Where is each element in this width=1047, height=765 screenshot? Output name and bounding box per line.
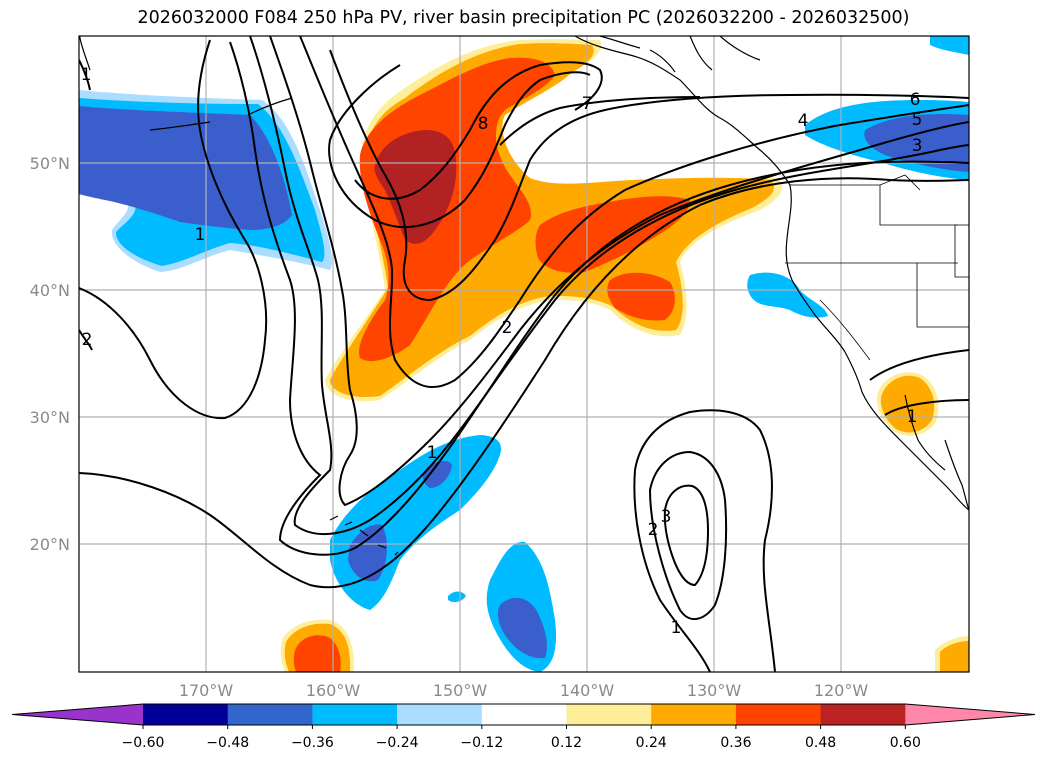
colorbar-tick-label: 0.24 (636, 735, 667, 751)
map-title: 2026032000 F084 250 hPa PV, river basin … (137, 8, 910, 28)
fill-mid-blue (497, 597, 547, 659)
lat-label: 20°N (30, 535, 70, 554)
contour-label: 1 (427, 443, 438, 463)
fill-red-orange (607, 272, 675, 321)
fill-cyan (448, 591, 466, 603)
map-frame (78, 35, 970, 673)
latitude-labels: 50°N 40°N 30°N 20°N (30, 154, 70, 554)
lon-label: 160°W (306, 681, 361, 700)
fill-dark-red (374, 130, 457, 244)
colorbar-tick-label: −0.60 (122, 735, 165, 751)
lon-label: 120°W (814, 681, 869, 700)
contour-label: 1 (907, 407, 918, 427)
colorbar-tick-label: 0.12 (551, 735, 582, 751)
colorbar-extend-high (905, 704, 1035, 725)
colorbar-segment (820, 704, 906, 725)
colorbar-segment (397, 704, 483, 725)
colorbar-segment (651, 704, 737, 725)
fill-mid-blue (79, 106, 292, 230)
contour-label: 3 (661, 507, 672, 527)
colorbar-tick-label: −0.24 (376, 735, 419, 751)
fill-cyan (747, 272, 828, 318)
contour-label: 1 (195, 225, 206, 245)
state-borders (785, 174, 969, 361)
colorbar-segment (227, 704, 313, 725)
contour-label: 5 (912, 110, 923, 130)
colorbar-extend-low (12, 704, 143, 725)
map-area: 1 1 1 1 1 2 2 3 3 4 5 6 7 8 2 (79, 36, 969, 672)
colorbar-tick-label: −0.36 (291, 735, 334, 751)
colorbar-tick-label: 0.36 (720, 735, 751, 751)
negative-precip-shading (79, 36, 969, 672)
colorbar-segment (481, 704, 567, 725)
contour-label: 6 (910, 90, 921, 110)
lat-label: 30°N (30, 408, 70, 427)
lon-label: 140°W (560, 681, 615, 700)
contour-label: 2 (502, 318, 513, 338)
longitude-labels: 170°W 160°W 150°W 140°W 130°W 120°W (179, 681, 869, 700)
contour-labels: 1 1 1 1 1 2 2 3 3 4 5 6 7 8 2 (81, 65, 923, 638)
colorbar-tick-label: −0.48 (206, 735, 249, 751)
colorbar-tick-label: 0.48 (805, 735, 836, 751)
colorbar-segment (143, 704, 229, 725)
colorbar-segment (312, 704, 398, 725)
colorbar: −0.60 −0.48 −0.36 −0.24 −0.12 0.12 0.24 0.36 0.4… (11, 703, 1036, 751)
lon-label: 130°W (687, 681, 742, 700)
fill-red-orange (293, 635, 341, 672)
fill-mid-blue (348, 524, 387, 582)
lat-label: 40°N (30, 281, 70, 300)
contour-label: 4 (798, 111, 809, 131)
fill-mid-blue (864, 113, 969, 172)
contour-label: 8 (478, 114, 489, 134)
colorbar-segment (566, 704, 652, 725)
contour-label: 1 (81, 65, 92, 85)
lon-label: 150°W (433, 681, 488, 700)
coastlines (79, 36, 969, 556)
fill-orange (940, 641, 969, 672)
positive-precip-shading (280, 39, 969, 672)
pv-contours (79, 36, 969, 672)
lat-label: 50°N (30, 154, 70, 173)
colorbar-tick-label: −0.12 (460, 735, 503, 751)
contour-label: 2 (648, 520, 659, 540)
contour-label: 1 (671, 618, 682, 638)
colorbar-tick-label: 0.60 (890, 735, 921, 751)
contour-label: 7 (582, 94, 593, 114)
fill-cyan (930, 36, 969, 55)
lon-label: 170°W (179, 681, 234, 700)
contour-label: 3 (912, 136, 923, 156)
contour-label: 2 (82, 330, 93, 350)
colorbar-segment (735, 704, 822, 725)
